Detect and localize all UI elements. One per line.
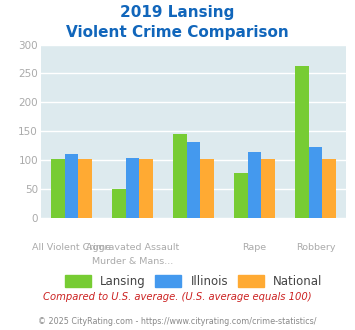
Bar [261, 159, 275, 218]
Bar [187, 142, 200, 218]
Legend: Lansing, Illinois, National: Lansing, Illinois, National [61, 272, 326, 292]
Text: 2019 Lansing: 2019 Lansing [120, 5, 235, 20]
Bar [112, 189, 126, 218]
Bar [78, 159, 92, 218]
Bar [295, 67, 309, 218]
Text: Murder & Mans...: Murder & Mans... [92, 257, 173, 266]
Text: Rape: Rape [242, 243, 267, 252]
Bar [51, 159, 65, 218]
Text: Aggravated Assault: Aggravated Assault [86, 243, 179, 252]
Bar [234, 173, 248, 218]
Bar [248, 152, 261, 218]
Text: © 2025 CityRating.com - https://www.cityrating.com/crime-statistics/: © 2025 CityRating.com - https://www.city… [38, 317, 317, 326]
Bar [322, 159, 336, 218]
Text: Compared to U.S. average. (U.S. average equals 100): Compared to U.S. average. (U.S. average … [43, 292, 312, 302]
Bar [65, 154, 78, 218]
Bar [309, 147, 322, 218]
Bar [200, 159, 214, 218]
Text: Violent Crime Comparison: Violent Crime Comparison [66, 25, 289, 40]
Text: Robbery: Robbery [296, 243, 335, 252]
Text: All Violent Crime: All Violent Crime [32, 243, 111, 252]
Bar [126, 158, 139, 218]
Bar [173, 134, 187, 218]
Bar [139, 159, 153, 218]
